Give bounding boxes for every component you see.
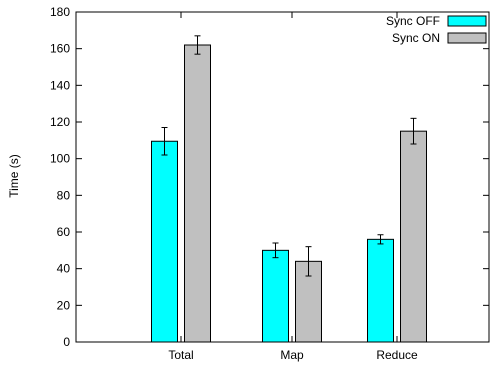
y-axis-label: Time (s): [7, 154, 21, 198]
bar-sync-on-total: [184, 44, 211, 343]
bar-sync-off-reduce: [367, 238, 394, 343]
bar-sync-off-total: [151, 140, 178, 343]
legend-swatch: [447, 15, 487, 27]
legend-swatch: [447, 32, 487, 44]
plot-area: 0 20 40 60 80 100 120 140 160 180 Total Map Reduce: [50, 5, 490, 362]
y-tick-label: 40: [57, 262, 71, 276]
x-tick-label: Total: [168, 348, 193, 362]
legend-label: Sync OFF: [386, 14, 440, 28]
x-tick-label: Map: [280, 348, 304, 362]
y-tick-label: 160: [50, 42, 70, 56]
y-tick-label: 60: [57, 225, 71, 239]
legend-label: Sync ON: [392, 31, 440, 45]
bar-sync-on-reduce: [400, 130, 427, 343]
y-tick-label: 120: [50, 115, 70, 129]
legend: Sync OFF Sync ON: [386, 14, 487, 45]
y-tick-label: 100: [50, 152, 70, 166]
x-tick-label: Reduce: [376, 348, 418, 362]
bar-sync-off-map: [262, 249, 289, 343]
y-tick-label: 80: [57, 188, 71, 202]
y-tick-label: 0: [63, 335, 70, 349]
y-tick-label: 180: [50, 5, 70, 19]
y-tick-label: 140: [50, 78, 70, 92]
y-tick-label: 20: [57, 298, 71, 312]
